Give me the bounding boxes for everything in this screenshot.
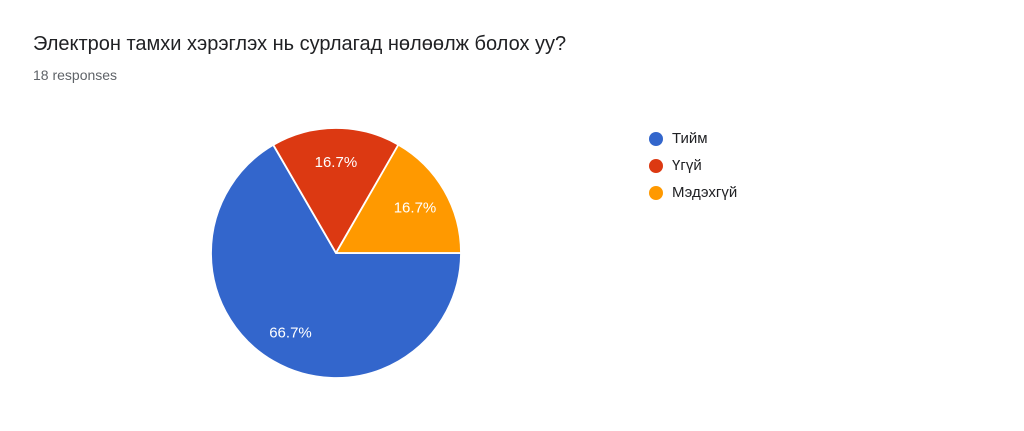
legend-swatch-icon [649,158,663,173]
slice-percent-label: 66.7% [269,324,312,341]
pie-slice-3[interactable] [335,143,462,254]
pie-slice-1[interactable] [210,143,462,379]
slice-percent-label: 16.7% [315,154,358,171]
responses-count: 18 responses [33,67,118,83]
legend: Тийм Үгүй Мэдэхгүй [649,129,737,202]
legend-label: Үгүй [672,157,702,174]
pie-chart: 66.7% 16.7% 16.7% [210,127,462,379]
legend-swatch-icon [649,131,663,146]
slice-percent-label: 16.7% [394,200,437,217]
legend-label: Мэдэхгүй [672,184,738,201]
legend-item: Үгүй [649,156,737,175]
pie-chart-area: 66.7% 16.7% 16.7% [208,125,464,381]
pie-slice-2[interactable] [272,127,400,254]
question-title: Электрон тамхи хэрэглэх нь сурлагад нөлө… [33,33,567,55]
legend-item: Мэдэхгүй [649,183,737,202]
legend-label: Тийм [672,130,708,147]
legend-swatch-icon [649,185,663,200]
legend-item: Тийм [649,129,737,148]
